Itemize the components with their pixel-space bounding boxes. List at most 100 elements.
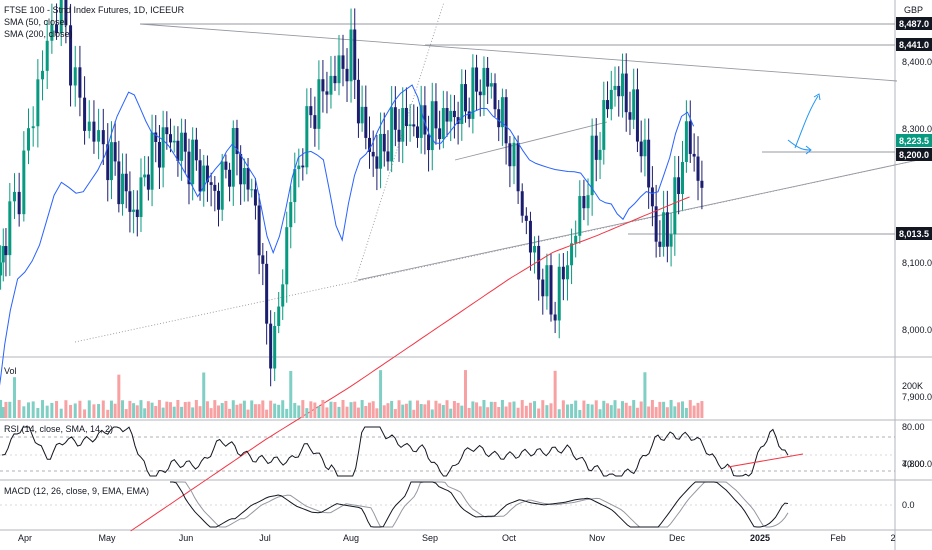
candle-body	[293, 169, 297, 203]
candle-body	[183, 132, 187, 152]
time-tick-label: Dec	[669, 533, 686, 543]
candle-body	[382, 133, 386, 152]
volume-bar	[59, 408, 63, 418]
time-tick-label: Apr	[18, 533, 32, 543]
volume-bar	[423, 404, 427, 418]
volume-bar	[412, 409, 416, 418]
candle-body	[356, 79, 360, 124]
candle-body	[150, 132, 154, 190]
volume-bar	[441, 404, 445, 418]
sma50-legend[interactable]: SMA (50, close)	[4, 17, 68, 27]
volume-bar	[658, 401, 662, 418]
candle-body	[285, 227, 289, 285]
volume-bar	[673, 406, 677, 418]
candle-body	[561, 266, 565, 280]
rsi-legend[interactable]: RSI (14, close, SMA, 14, 2)	[4, 424, 114, 434]
volume-bar	[242, 400, 246, 418]
candle-body	[64, 0, 68, 26]
price-tick-label: 8,400.0	[902, 57, 932, 67]
volume-bar	[460, 405, 464, 418]
candle-body	[246, 168, 250, 190]
candle-body	[590, 135, 594, 196]
candle-body	[349, 29, 353, 82]
candle-body	[397, 129, 401, 142]
price-badge-label: 8,013.5	[899, 229, 929, 239]
volume-bar	[333, 402, 337, 418]
candle-body	[520, 191, 524, 216]
volume-bar	[677, 402, 681, 418]
candle-body	[101, 130, 105, 145]
volume-bar	[598, 409, 602, 418]
volume-bar	[438, 403, 442, 418]
volume-bar	[574, 400, 578, 418]
volume-bar	[157, 400, 161, 418]
support-trendline	[357, 156, 932, 281]
time-tick-label: Aug	[343, 533, 359, 543]
volume-bar	[297, 405, 301, 418]
volume-legend[interactable]: Vol	[4, 366, 17, 376]
volume-bar	[205, 401, 209, 418]
candle-body	[313, 115, 317, 129]
candle-body	[36, 79, 40, 127]
candle-body	[17, 191, 21, 215]
volume-bar	[317, 406, 321, 418]
candle-body	[478, 91, 482, 96]
candle-body	[475, 67, 479, 92]
candle-body	[202, 165, 206, 192]
rsi-trendline	[727, 453, 804, 468]
candle-body	[434, 101, 438, 129]
candle-body	[305, 106, 309, 168]
volume-bar	[154, 405, 158, 418]
volume-bar	[594, 400, 598, 418]
candle-body	[419, 105, 423, 138]
volume-bar	[143, 408, 147, 418]
candle-body	[445, 108, 449, 122]
volume-bar	[390, 400, 394, 418]
candle-body	[390, 107, 394, 162]
candle-body	[0, 262, 3, 276]
volume-bar	[209, 408, 213, 418]
volume-bar	[202, 372, 206, 418]
candle-body	[489, 83, 493, 87]
candle-body	[117, 161, 121, 205]
time-tick-label: Jul	[259, 533, 271, 543]
volume-bar	[516, 407, 520, 418]
volume-bar	[419, 404, 423, 418]
candle-body	[594, 135, 598, 160]
volume-bar	[681, 401, 685, 418]
volume-bar	[635, 407, 639, 418]
candle-body	[677, 177, 681, 194]
candle-body	[265, 263, 269, 324]
volume-bar	[478, 406, 482, 418]
volume-bar	[12, 377, 16, 418]
candle-body	[205, 165, 209, 183]
volume-bar	[289, 370, 293, 418]
volume-bar	[165, 401, 169, 418]
volume-bar	[87, 400, 91, 418]
volume-bar	[50, 402, 54, 418]
candle-body	[257, 205, 261, 256]
volume-bar	[117, 374, 121, 418]
candle-body	[309, 106, 313, 116]
sma200-legend[interactable]: SMA (200, close)	[4, 29, 73, 39]
candle-body	[500, 97, 504, 128]
candle-body	[154, 132, 158, 142]
macd-tick-label: 0.0	[902, 500, 915, 510]
rsi-tick-label: 40.00	[902, 459, 925, 469]
price-tick-label: 8,000.0	[902, 325, 932, 335]
volume-bar	[541, 400, 545, 418]
price-tick-label: 7,900.0	[902, 392, 932, 402]
volume-bar	[602, 400, 606, 418]
candle-body	[613, 85, 617, 90]
volume-bar	[231, 400, 235, 418]
volume-bar	[109, 400, 113, 418]
macd-legend[interactable]: MACD (12, 26, close, 9, EMA, EMA)	[4, 486, 150, 496]
candle-body	[69, 25, 73, 86]
volume-bar	[586, 403, 590, 418]
volume-bar	[161, 407, 165, 418]
volume-bar	[341, 400, 345, 418]
volume-bar	[367, 402, 371, 418]
candle-body	[209, 182, 213, 185]
candle-body	[325, 91, 329, 95]
